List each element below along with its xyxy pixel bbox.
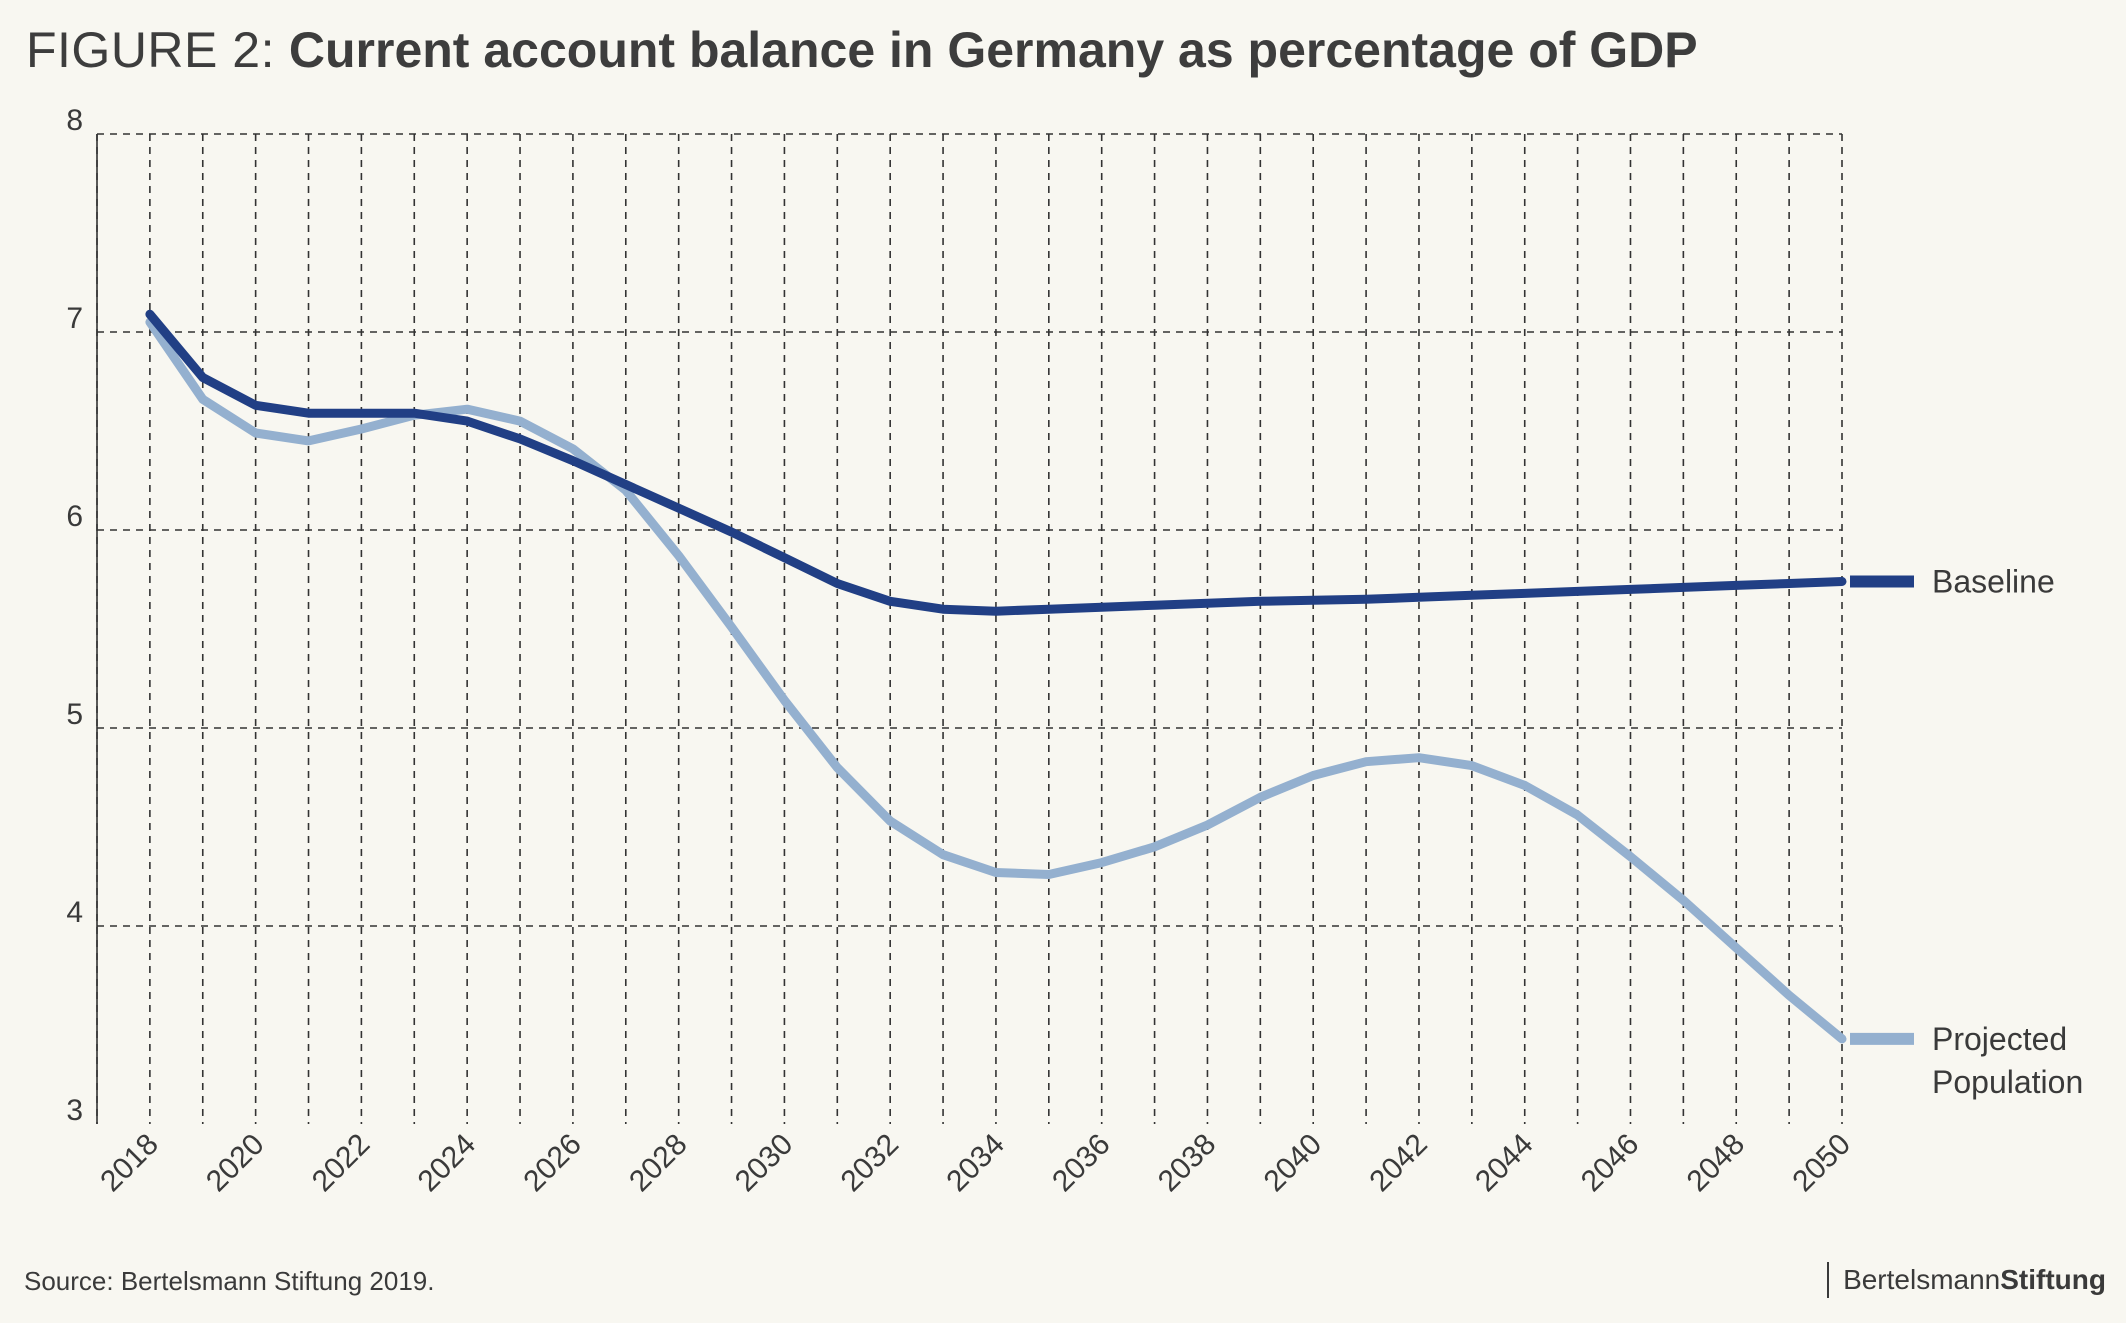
logo-bold: Stiftung bbox=[2000, 1264, 2106, 1295]
figure-label: FIGURE 2: bbox=[26, 22, 275, 78]
legend: Baseline Projected Population bbox=[1850, 563, 2083, 1100]
x-tick-label: 2018 bbox=[94, 1128, 165, 1199]
x-tick-label: 2042 bbox=[1363, 1128, 1434, 1199]
chart-title: FIGURE 2: Current account balance in Ger… bbox=[26, 18, 1698, 82]
y-axis: 3 4 5 6 7 8 bbox=[66, 104, 83, 1127]
y-tick-label: 7 bbox=[66, 302, 83, 335]
x-tick-label: 2034 bbox=[940, 1128, 1011, 1199]
x-tick-label: 2050 bbox=[1786, 1128, 1857, 1199]
x-tick-label: 2024 bbox=[412, 1128, 483, 1199]
legend-label: Projected bbox=[1932, 1021, 2067, 1057]
x-tick-label: 2028 bbox=[623, 1128, 694, 1199]
grid bbox=[96, 133, 1843, 1124]
x-tick-label: 2036 bbox=[1046, 1128, 1117, 1199]
x-tick-label: 2040 bbox=[1258, 1128, 1329, 1199]
x-tick-label: 2046 bbox=[1575, 1128, 1646, 1199]
source-note: Source: Bertelsmann Stiftung 2019. bbox=[24, 1266, 435, 1296]
x-tick-label: 2038 bbox=[1152, 1128, 1223, 1199]
logo-regular: Bertelsmann bbox=[1843, 1264, 2001, 1295]
y-tick-label: 6 bbox=[66, 500, 83, 533]
series-lines bbox=[145, 309, 1847, 1044]
x-tick-label: 2048 bbox=[1681, 1128, 1752, 1199]
x-tick-label: 2044 bbox=[1469, 1128, 1540, 1199]
x-axis: 2018 2020 2022 2024 2026 2028 2030 2032 2034 2036… bbox=[94, 1128, 1857, 1199]
y-tick-label: 4 bbox=[66, 896, 83, 929]
legend-label: Baseline bbox=[1932, 563, 2055, 599]
y-tick-label: 5 bbox=[66, 698, 83, 731]
legend-label: Population bbox=[1932, 1064, 2083, 1100]
publisher-logo: BertelsmannStiftung bbox=[1827, 1262, 2106, 1298]
x-tick-label: 2022 bbox=[306, 1128, 377, 1199]
x-tick-label: 2026 bbox=[517, 1128, 588, 1199]
x-tick-label: 2030 bbox=[729, 1128, 800, 1199]
x-tick-label: 2020 bbox=[200, 1128, 271, 1199]
y-tick-label: 3 bbox=[66, 1094, 83, 1127]
y-tick-label: 8 bbox=[66, 104, 83, 137]
series-line-baseline bbox=[145, 309, 1847, 616]
title-text: Current account balance in Germany as pe… bbox=[288, 22, 1698, 78]
x-tick-label: 2032 bbox=[835, 1128, 906, 1199]
